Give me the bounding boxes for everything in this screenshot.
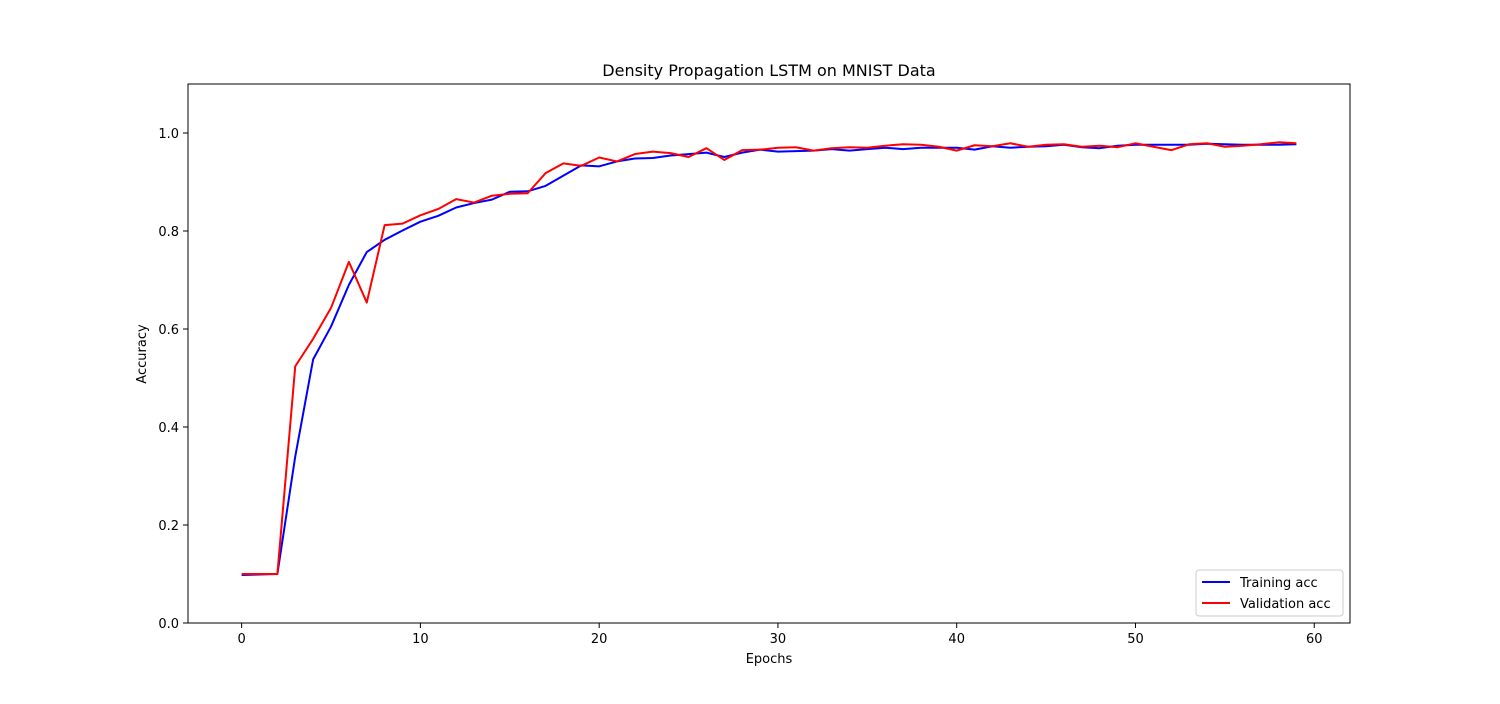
plot-area	[241, 141, 1297, 576]
y-tick-label: 0.6	[158, 323, 179, 338]
x-axis: 0 10 20 30 40 50 60	[237, 623, 1323, 647]
legend-label-validation: Validation acc	[1240, 597, 1331, 612]
x-tick-label: 10	[412, 632, 429, 647]
y-axis-label: Accuracy	[135, 324, 150, 384]
x-tick-label: 20	[591, 632, 608, 647]
validation-acc-line	[241, 141, 1297, 575]
y-tick-label: 0.2	[158, 519, 179, 534]
x-tick-label: 30	[770, 632, 787, 647]
x-tick-label: 40	[948, 632, 965, 647]
legend-box	[1195, 569, 1344, 617]
y-tick-label: 0.8	[158, 225, 179, 240]
x-tick-label: 60	[1306, 632, 1323, 647]
y-tick-label: 0.0	[158, 617, 179, 632]
y-tick-label: 0.4	[158, 421, 179, 436]
axes-frame	[187, 83, 1351, 624]
x-axis-label: Epochs	[746, 652, 793, 667]
x-tick-label: 0	[237, 632, 245, 647]
chart-title: Density Propagation LSTM on MNIST Data	[602, 61, 935, 80]
legend: Training acc Validation acc	[1195, 569, 1344, 617]
legend-label-training: Training acc	[1239, 576, 1318, 591]
y-axis: 0.0 0.2 0.4 0.6 0.8 1.0	[158, 127, 188, 632]
x-tick-label: 50	[1127, 632, 1144, 647]
y-tick-label: 1.0	[158, 127, 179, 142]
